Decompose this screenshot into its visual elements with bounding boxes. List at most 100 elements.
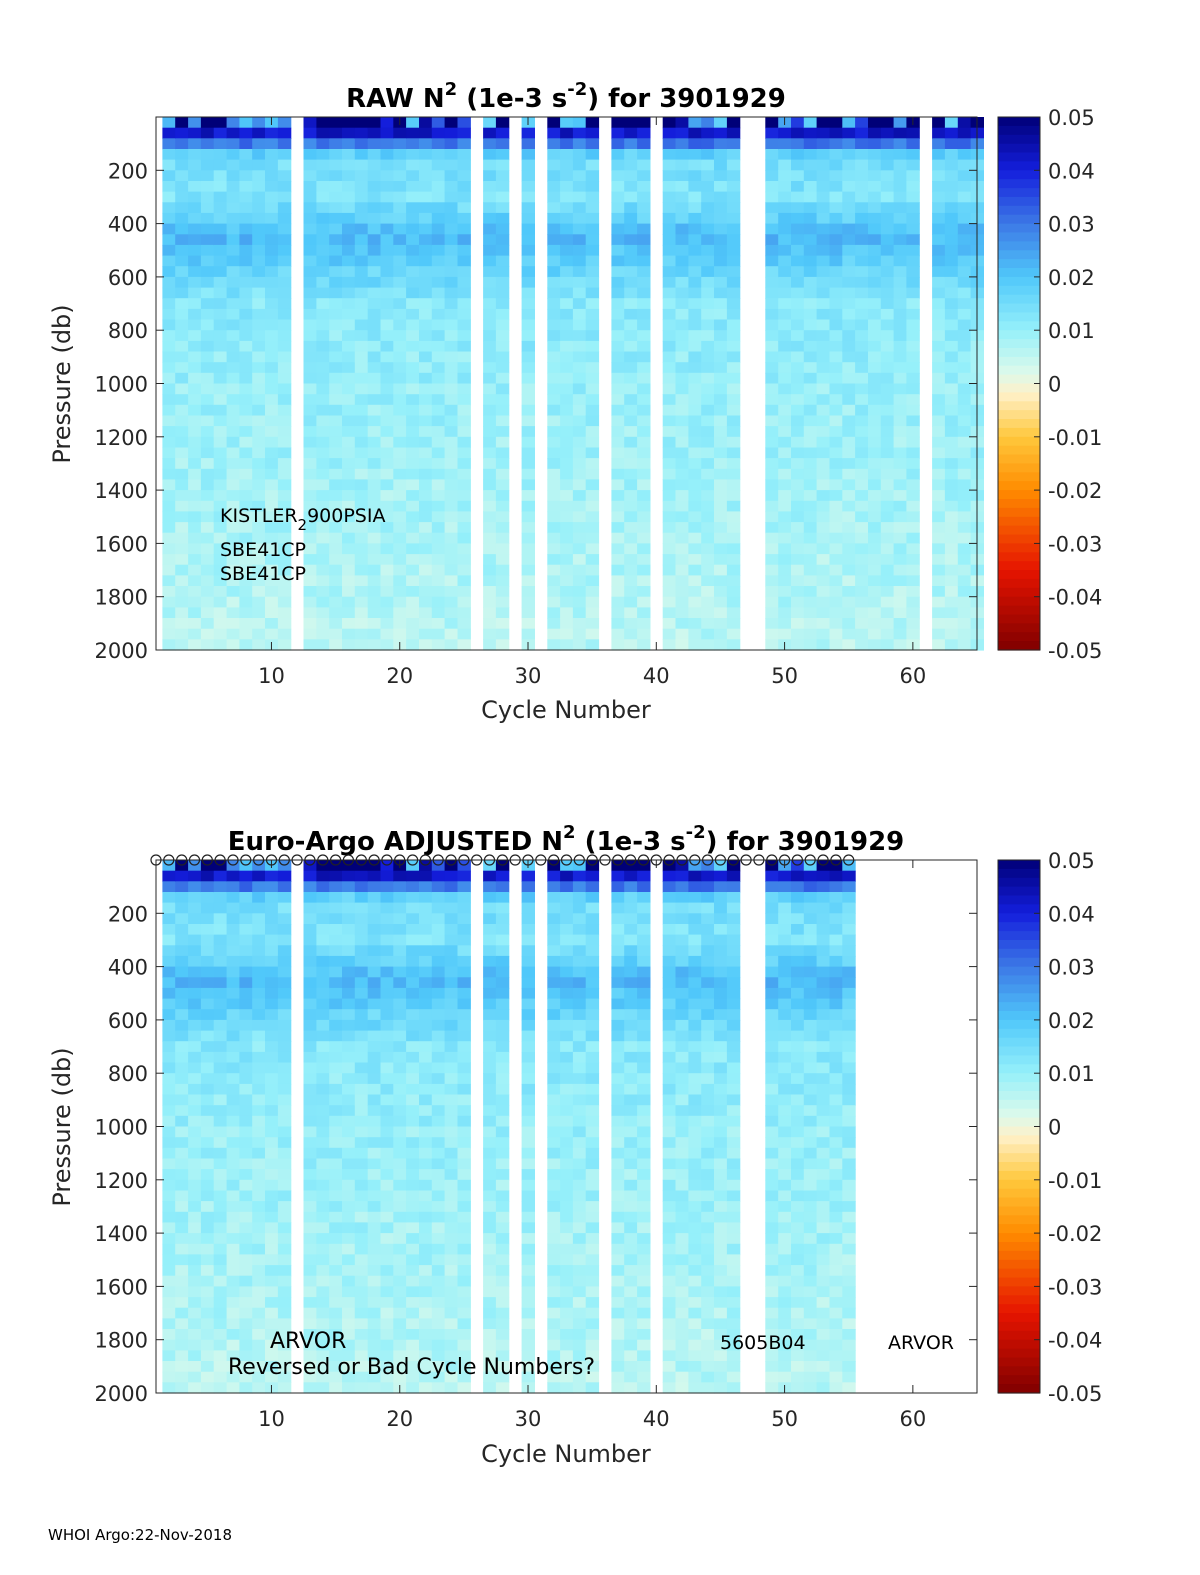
heatmap-cell xyxy=(714,255,728,267)
heatmap-cell xyxy=(726,468,741,481)
heatmap-cell xyxy=(547,966,561,978)
heatmap-cell xyxy=(944,607,959,619)
heatmap-cell xyxy=(726,1265,741,1277)
heatmap-cell xyxy=(547,479,561,491)
heatmap-cell xyxy=(726,1297,741,1309)
heatmap-cell xyxy=(457,977,471,989)
heatmap-cell xyxy=(162,1147,176,1160)
heatmap-cell xyxy=(675,607,689,619)
heatmap-cell xyxy=(342,511,356,523)
heatmap-cell xyxy=(354,330,369,342)
heatmap-cell xyxy=(277,1179,292,1192)
heatmap-cell xyxy=(572,1361,587,1373)
heatmap-cell xyxy=(957,340,972,353)
heatmap-cell xyxy=(765,234,779,246)
heatmap-cell xyxy=(932,639,946,651)
heatmap-cell xyxy=(419,287,433,299)
heatmap-cell xyxy=(791,1041,805,1053)
heatmap-cell xyxy=(406,1382,420,1394)
heatmap-cell xyxy=(560,149,574,161)
heatmap-cell xyxy=(495,212,510,225)
heatmap-cell xyxy=(213,987,228,1000)
heatmap-cell xyxy=(726,1339,741,1351)
heatmap-cell xyxy=(393,966,407,978)
heatmap-cell xyxy=(842,543,856,555)
heatmap-cell xyxy=(572,1115,587,1128)
heatmap-cell xyxy=(239,191,253,203)
heatmap-cell xyxy=(213,870,228,882)
heatmap-cell xyxy=(393,404,407,417)
heatmap-cell xyxy=(803,554,818,566)
heatmap-cell xyxy=(944,628,959,640)
heatmap-cell xyxy=(880,319,895,331)
heatmap-cell xyxy=(816,266,830,278)
heatmap-cell xyxy=(188,1222,202,1234)
heatmap-cell xyxy=(226,127,240,139)
heatmap-cell xyxy=(572,223,587,235)
heatmap-cell xyxy=(662,987,677,1000)
heatmap-cell xyxy=(367,468,382,481)
heatmap-cell xyxy=(239,149,253,161)
heatmap-cell xyxy=(431,1158,446,1170)
heatmap-cell xyxy=(611,138,625,150)
heatmap-cell xyxy=(521,447,535,459)
heatmap-cell xyxy=(213,191,228,203)
heatmap-cell xyxy=(572,554,587,566)
heatmap-cell xyxy=(380,436,394,449)
heatmap-cell xyxy=(701,1062,715,1074)
heatmap-cell xyxy=(239,1318,253,1330)
heatmap-cell xyxy=(701,586,715,598)
heatmap-cell xyxy=(162,870,176,882)
heatmap-cell xyxy=(239,1382,253,1394)
heatmap-cell xyxy=(662,170,677,182)
heatmap-cell xyxy=(662,511,677,523)
heatmap-cell xyxy=(944,159,959,171)
heatmap-cell xyxy=(367,394,382,406)
heatmap-cell xyxy=(354,1265,369,1277)
heatmap-cell xyxy=(701,436,715,449)
heatmap-cell xyxy=(560,1286,574,1298)
heatmap-cell xyxy=(547,607,561,619)
heatmap-cell xyxy=(226,149,240,161)
heatmap-cell xyxy=(637,1083,651,1096)
heatmap-cell xyxy=(560,351,574,363)
heatmap-cell xyxy=(906,340,920,353)
heatmap-cell xyxy=(239,415,253,427)
heatmap-cell xyxy=(932,319,946,331)
heatmap-cell xyxy=(342,1009,356,1021)
heatmap-cell xyxy=(419,1051,433,1064)
heatmap-cell xyxy=(419,1179,433,1192)
heatmap-cell xyxy=(688,1222,702,1234)
heatmap-cell xyxy=(803,575,818,587)
heatmap-cell xyxy=(957,276,972,289)
heatmap-cell xyxy=(701,383,715,395)
heatmap-cell xyxy=(675,1286,689,1298)
heatmap-cell xyxy=(560,127,574,139)
heatmap-cell xyxy=(714,1339,728,1351)
heatmap-cell xyxy=(932,564,946,576)
heatmap-cell xyxy=(329,255,343,267)
heatmap-cell xyxy=(419,212,433,225)
heatmap-cell xyxy=(431,202,446,214)
heatmap-cell xyxy=(714,913,728,925)
heatmap-cell xyxy=(431,1307,446,1319)
heatmap-cell xyxy=(585,1115,600,1128)
heatmap-cell xyxy=(367,223,382,235)
heatmap-cell xyxy=(342,639,356,651)
heatmap-cell xyxy=(329,319,343,331)
heatmap-cell xyxy=(495,340,510,353)
heatmap-cell xyxy=(188,881,202,893)
heatmap-cell xyxy=(252,639,266,651)
heatmap-cell xyxy=(354,1318,369,1330)
heatmap-cell xyxy=(188,1158,202,1170)
heatmap-cell xyxy=(316,1051,330,1064)
heatmap-cell xyxy=(200,1158,215,1170)
heatmap-cell xyxy=(560,458,574,470)
heatmap-cell xyxy=(624,1009,638,1021)
heatmap-cell xyxy=(624,244,638,257)
heatmap-cell xyxy=(483,554,497,566)
heatmap-cell xyxy=(714,1233,728,1245)
heatmap-cell xyxy=(495,1254,510,1266)
heatmap-cell xyxy=(560,1179,574,1192)
heatmap-cell xyxy=(495,330,510,342)
